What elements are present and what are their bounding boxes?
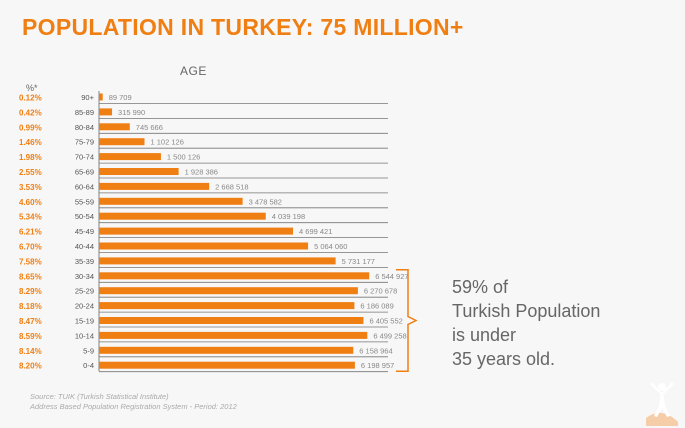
bar-value-label: 6 158 964 <box>359 346 392 355</box>
percent-label: 8.59% <box>19 332 42 341</box>
bar-value-label: 2 668 518 <box>215 182 248 191</box>
source-note: Source: TUIK (Turkish Statistical Instit… <box>30 392 237 411</box>
bar-value-label: 4 039 198 <box>272 212 305 221</box>
population-bar <box>99 168 179 175</box>
percent-label: 2.55% <box>19 168 42 177</box>
bar-value-label: 6 198 957 <box>361 361 394 370</box>
bar-value-label: 5 064 060 <box>314 242 347 251</box>
age-category-label: 35-39 <box>75 257 94 266</box>
age-category-label: 5-9 <box>83 346 94 355</box>
population-bar <box>99 331 368 339</box>
bar-value-label: 4 699 421 <box>299 227 332 236</box>
population-bar <box>99 197 243 205</box>
percent-label: 8.20% <box>19 362 42 371</box>
gymnast-logo-icon <box>646 382 678 426</box>
age-category-label: 10-14 <box>75 331 94 340</box>
age-category-label: 85-89 <box>75 108 94 117</box>
age-category-label: 45-49 <box>75 227 94 236</box>
percent-label: 6.70% <box>19 243 42 252</box>
percent-label: 0.99% <box>19 123 42 132</box>
bar-value-label: 1 500 126 <box>167 153 200 162</box>
population-bar <box>99 361 355 369</box>
population-bar <box>99 153 161 161</box>
population-bar <box>99 227 294 235</box>
age-category-label: 65-69 <box>75 168 94 177</box>
bar-value-label: 3 478 582 <box>249 197 282 206</box>
bar-value-label: 745 666 <box>136 123 163 132</box>
bar-value-label: 89 709 <box>109 93 132 102</box>
age-category-label: 30-34 <box>75 272 94 281</box>
source-line-2: Address Based Population Registration Sy… <box>30 401 237 411</box>
callout-line-1: 59% of <box>452 277 509 297</box>
population-bar <box>99 242 309 250</box>
page-title: POPULATION IN TURKEY: 75 MILLION+ <box>22 14 464 40</box>
age-category-label: 60-64 <box>75 182 94 191</box>
chart-title: AGE <box>180 64 207 78</box>
callout-line-4: 35 years old. <box>452 349 556 369</box>
population-bar <box>99 272 370 280</box>
percent-label: 6.21% <box>19 228 42 237</box>
percent-label: 4.60% <box>19 198 42 207</box>
population-bar <box>99 257 336 265</box>
callout-line-2: Turkish Population <box>452 301 601 321</box>
population-bar <box>99 212 266 220</box>
population-bar <box>99 138 145 146</box>
population-bar <box>99 302 355 310</box>
bar-value-label: 6 405 552 <box>369 317 402 326</box>
age-category-label: 25-29 <box>75 287 94 296</box>
population-bar <box>99 93 103 101</box>
age-category-label: 50-54 <box>75 212 94 221</box>
percent-label: 8.29% <box>19 287 42 296</box>
percent-label: 8.18% <box>19 302 42 311</box>
bar-value-label: 6 499 258 <box>373 331 406 340</box>
age-category-label: 70-74 <box>75 153 94 162</box>
age-category-label: 55-59 <box>75 197 94 206</box>
age-category-label: 80-84 <box>75 123 94 132</box>
percent-label: 0.12% <box>19 94 42 103</box>
age-category-label: 15-19 <box>75 317 94 326</box>
age-category-label: 40-44 <box>75 242 94 251</box>
percent-label: 3.53% <box>19 183 42 192</box>
age-category-label: 20-24 <box>75 302 94 311</box>
age-category-label: 90+ <box>81 93 94 102</box>
bar-value-label: 6 544 927 <box>375 272 408 281</box>
population-bar <box>99 182 210 190</box>
population-bar <box>99 317 364 324</box>
age-category-label: 0-4 <box>83 361 94 370</box>
percent-label: 1.46% <box>19 138 42 147</box>
population-bar <box>99 108 113 116</box>
percent-label: 0.42% <box>19 108 42 117</box>
bar-value-label: 5 731 177 <box>342 257 375 266</box>
percent-label: 8.14% <box>19 347 42 356</box>
percent-label: 1.98% <box>19 153 42 162</box>
population-bar <box>99 287 358 295</box>
percent-label: 8.65% <box>19 272 42 281</box>
bar-value-label: 1 102 126 <box>151 138 184 147</box>
percent-label: 8.47% <box>19 317 42 326</box>
callout-bracket <box>396 269 418 372</box>
population-bar <box>99 346 354 354</box>
percent-label: 7.58% <box>19 257 42 266</box>
percent-header: %* <box>26 83 38 93</box>
bar-value-label: 6 186 089 <box>360 302 393 311</box>
bar-value-label: 315 990 <box>118 108 145 117</box>
bar-value-label: 6 270 678 <box>364 287 397 296</box>
population-bar <box>99 123 130 131</box>
percent-label: 5.34% <box>19 213 42 222</box>
bar-value-label: 1 928 386 <box>185 168 218 177</box>
source-line-1: Source: TUIK (Turkish Statistical Instit… <box>30 392 169 401</box>
callout-text: 59% of Turkish Population is under 35 ye… <box>452 275 600 371</box>
callout-line-3: is under <box>452 325 517 345</box>
age-category-label: 75-79 <box>75 138 94 147</box>
